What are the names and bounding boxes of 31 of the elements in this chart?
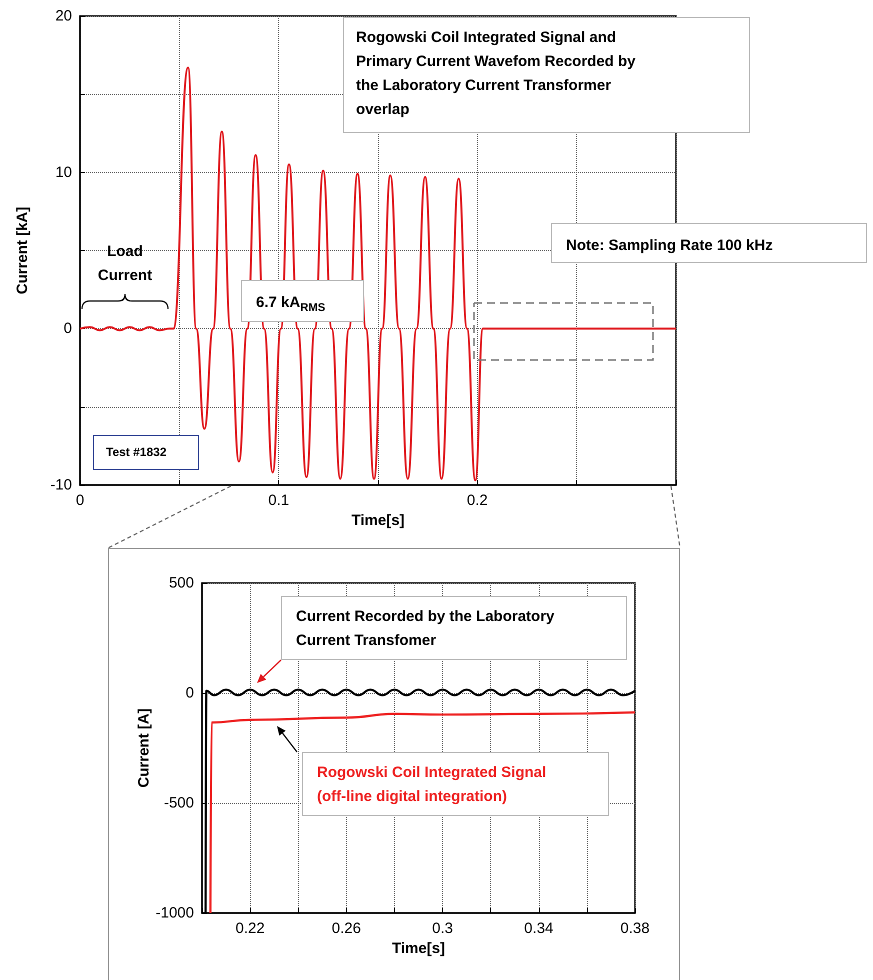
annotation: Load Current [96,242,154,286]
x-tick-label: 0 [76,492,84,509]
y-tick-label: -1000 [156,904,194,922]
annotation: Note: Sampling Rate 100 kHz [566,236,774,256]
note-box: Rogowski Coil Integrated Signal and Primary Current Wavefom Recorded by the Laboratory Current Transformer overlap [343,17,750,133]
x-axis-title: Time[s] [351,512,405,529]
note-box: Current Recorded by the Laboratory Current Transfomer [281,596,627,660]
annotation: Test #1832 [106,445,168,460]
y-tick-label: -10 [50,476,72,494]
annotation: 6.7 kA$_{RMS}$ [256,293,326,316]
y-tick-label: 500 [168,574,194,592]
y-tick-label: 20 [55,8,72,24]
note-box: Rogowski Coil Integrated Signal (off-line digital integration) [302,752,609,816]
x-tick-label: 0.1 [268,492,290,509]
x-tick-label: 0.2 [466,492,488,509]
y-tick-label: -500 [164,794,194,812]
x-tick-label: 0.3 [432,920,453,937]
y-tick-label: 0 [64,320,72,338]
x-tick-label: 0.34 [524,920,554,937]
note-box: 6.7 kA$_{RMS}$ [241,280,364,322]
x-tick-label: 0.22 [236,920,265,937]
y-tick-label: 0 [186,684,194,702]
y-axis-title: Current [A] [136,708,153,788]
x-axis-title: Time[s] [392,940,446,957]
y-axis-title: Current [kA] [14,206,31,294]
note-box: Test #1832 [93,435,199,470]
x-tick-label: 0.26 [332,920,361,937]
annotation: Rogowski Coil Integrated Signal and Primary Current Wavefom Recorded by the Laboratory Current Transformer overlap [356,28,637,120]
y-tick-label: 10 [55,164,72,181]
note-box: Note: Sampling Rate 100 kHz [551,223,867,263]
x-tick-label: 0.38 [620,920,650,937]
